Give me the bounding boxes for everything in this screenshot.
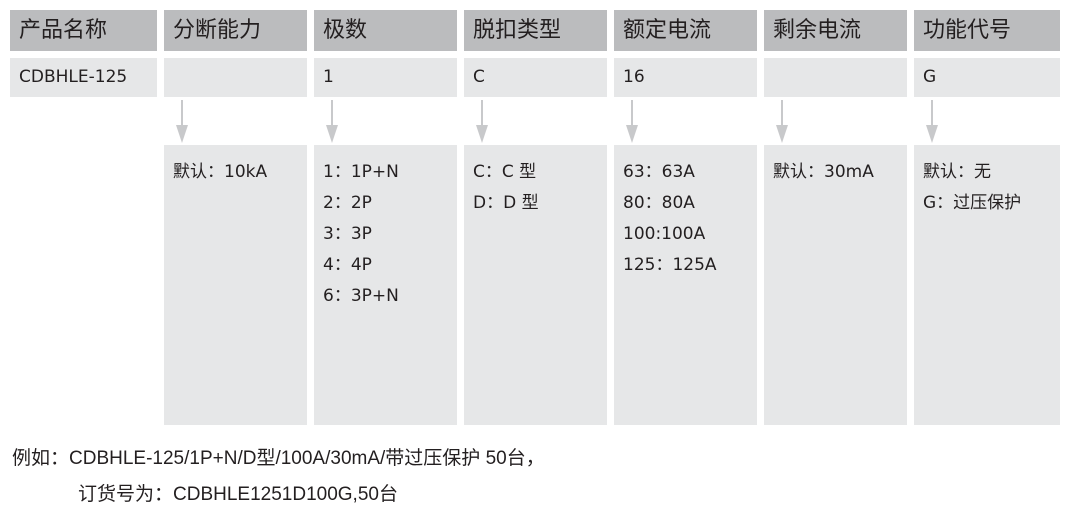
column-value [164,58,307,97]
order-number-text: 订货号为：CDBHLE1251D100G,50台 [78,484,398,505]
detail-option: G：过压保护 [923,193,1022,213]
column-details: 默认：30mA [764,145,907,425]
arrow-down-icon [476,100,488,143]
detail-option: C：C 型 [473,162,537,182]
column-value: 16 [614,58,757,97]
arrow-down-icon [326,100,338,143]
detail-option: 63：63A [623,162,695,182]
column-header: 功能代号 [914,10,1060,51]
column-value [764,58,907,97]
detail-option: 4：4P [323,255,372,275]
column-details: 默认：无 G：过压保护 [914,145,1060,425]
arrow-down-icon [176,100,188,143]
column-header: 产品名称 [10,10,157,51]
column-value: G [914,58,1060,97]
column-value: C [464,58,607,97]
column-header: 极数 [314,10,457,51]
detail-option: 100:100A [623,224,706,244]
arrow-down-icon [626,100,638,143]
detail-option: 3：3P [323,224,372,244]
detail-option: 125：125A [623,255,717,275]
arrow-down-icon [776,100,788,143]
column-value: 1 [314,58,457,97]
example-text: 例如：CDBHLE-125/1P+N/D型/100A/30mA/带过压保护 50… [12,448,545,469]
column-details: 1：1P+N 2：2P 3：3P 4：4P 6：3P+N [314,145,457,425]
column-header: 分断能力 [164,10,307,51]
column-header: 额定电流 [614,10,757,51]
arrow-down-icon [926,100,938,143]
detail-option: 80：80A [623,193,695,213]
detail-option: 默认：30mA [773,162,874,182]
detail-option: 6：3P+N [323,286,399,306]
column-details: C：C 型 D：D 型 [464,145,607,425]
detail-option: D：D 型 [473,193,539,213]
column-header: 脱扣类型 [464,10,607,51]
detail-option: 默认：10kA [173,162,268,182]
detail-option: 默认：无 [923,162,991,182]
column-details: 63：63A 80：80A 100:100A 125：125A [614,145,757,425]
column-details: 默认：10kA [164,145,307,425]
detail-option: 1：1P+N [323,162,399,182]
detail-option: 2：2P [323,193,372,213]
column-value: CDBHLE-125 [10,58,157,97]
column-header: 剩余电流 [764,10,907,51]
